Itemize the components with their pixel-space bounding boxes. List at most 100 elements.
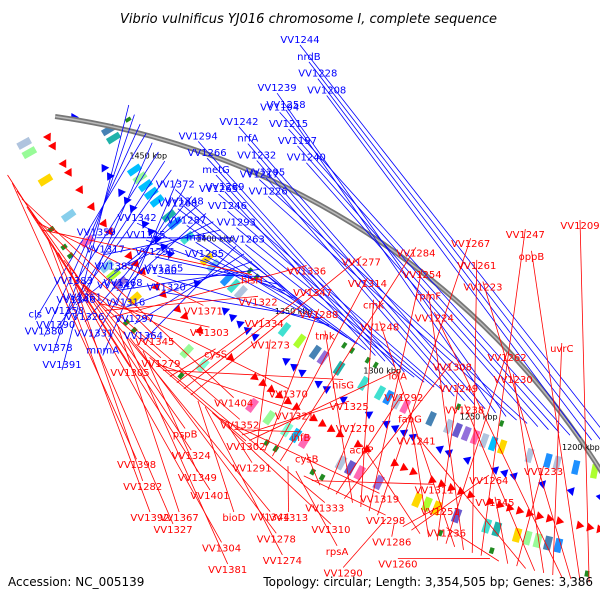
gene-label-line — [197, 400, 235, 513]
gene-label: tmk — [315, 332, 335, 343]
minus-strand-feature-block — [126, 291, 143, 306]
plus-strand-marker — [498, 419, 505, 427]
minus-strand-gene-arrow — [555, 516, 565, 525]
minus-strand-gene-arrow — [63, 167, 72, 177]
plus-strand-feature-block — [399, 398, 412, 414]
gene-label-line — [579, 219, 590, 583]
gene-label-line — [327, 422, 356, 490]
minus-strand-gene-arrow — [535, 511, 545, 520]
gene-label-line — [379, 321, 456, 547]
plus-strand-gene-arrow — [500, 469, 509, 478]
gene-label: VV1361 — [63, 293, 102, 304]
gene-label: VV1311 — [415, 485, 454, 496]
gene-label-line — [145, 239, 286, 292]
plus-strand-gene-arrow — [221, 307, 231, 316]
gene-label: mnmA — [86, 345, 119, 356]
gene-label: VV1305 — [110, 368, 149, 379]
gene-label: VV1286 — [372, 538, 411, 549]
gene-label-line — [368, 268, 423, 512]
gene-label-line — [175, 189, 312, 313]
gene-label: VV1277 — [342, 257, 381, 268]
gene-label-line — [241, 400, 350, 436]
gene-label-line — [123, 330, 229, 565]
gene-label-line — [169, 348, 216, 377]
gene-label: VV1310 — [311, 525, 350, 536]
gene-label: VV1290 — [324, 568, 363, 579]
gene-label: VV1197 — [278, 136, 317, 147]
gene-label: VV1284 — [396, 248, 435, 259]
plus-strand-gene-arrow — [566, 487, 575, 496]
gene-label: VV1238 — [445, 406, 484, 417]
minus-strand-feature-block — [511, 527, 523, 543]
gene-label: VV1352 — [220, 420, 259, 431]
gene-label-line — [245, 244, 415, 378]
gene-label: fabG — [398, 415, 422, 426]
plus-strand-gene-arrow — [251, 333, 260, 342]
gene-label: VV1258 — [266, 100, 305, 111]
gene-label: VV1341 — [97, 280, 136, 291]
plus-strand-feature-block — [126, 163, 143, 177]
gene-label: VV1385 — [95, 261, 134, 272]
gene-label: VV1316 — [106, 297, 145, 308]
gene-label: acpP — [349, 445, 373, 456]
gene-label: VV1349 — [178, 473, 217, 484]
gene-label: VV1240 — [287, 153, 326, 164]
gene-label: VV1333 — [305, 504, 344, 515]
gene-label-line — [21, 198, 234, 399]
gene-label-line — [238, 126, 486, 410]
plus-strand-gene-arrow — [322, 386, 332, 395]
gene-label: VV1365 — [144, 264, 183, 275]
gene-label-line — [11, 182, 137, 460]
gene-label-line — [7, 174, 211, 491]
gene-label-line — [186, 225, 357, 345]
gene-label: VV1251 — [421, 507, 460, 518]
gene-label-line — [183, 206, 303, 306]
plus-strand-gene-arrow — [101, 164, 110, 173]
gene-label-line — [102, 178, 179, 356]
gene-label-line — [134, 253, 245, 325]
kbp-marker-label: 1400 kbp — [196, 234, 234, 243]
gene-label: VV1248 — [360, 322, 399, 333]
gene-label-line — [149, 357, 247, 442]
minus-strand-marker — [122, 318, 131, 327]
gene-label: VV1315 — [126, 230, 165, 241]
gene-label: VV1209 — [560, 221, 599, 232]
gene-label: VV1288 — [299, 310, 338, 321]
plus-strand-feature-block — [143, 186, 159, 201]
gene-label-line — [287, 466, 289, 513]
plus-strand-marker — [372, 361, 379, 369]
gene-label-line — [190, 256, 362, 396]
gene-label-line — [86, 288, 289, 389]
minus-strand-gene-arrow — [515, 505, 525, 515]
minus-strand-feature-block — [37, 173, 54, 187]
chromosome-backbone — [54, 114, 600, 475]
gene-label-line — [377, 238, 472, 516]
gene-label: VV1233 — [524, 467, 563, 478]
gene-label: VV1239 — [258, 83, 297, 94]
gene-label-line — [415, 435, 526, 569]
plus-strand-feature-block — [161, 209, 177, 223]
gene-label-line — [212, 412, 332, 525]
plus-strand-feature-block — [199, 251, 215, 267]
gene-label-line — [480, 229, 526, 556]
minus-strand-gene-arrow — [249, 372, 259, 381]
minus-strand-gene-arrow — [596, 524, 600, 534]
plus-strand-feature-block — [460, 426, 472, 442]
gene-label-line — [335, 391, 405, 495]
gene-label-line — [110, 265, 307, 318]
gene-label-line — [402, 505, 441, 527]
gene-label-line — [166, 292, 321, 320]
gene-label-line — [116, 324, 180, 513]
gene-label-line — [105, 229, 221, 255]
gene-label: VV1380 — [25, 326, 64, 337]
gene-label: hisG — [332, 380, 354, 391]
gene-label-line — [183, 286, 313, 390]
gene-label-line — [324, 330, 353, 503]
plus-strand-gene-arrow — [364, 411, 374, 420]
minus-strand-feature-block — [195, 357, 210, 373]
gene-label-line — [411, 474, 490, 531]
gene-label-line — [57, 252, 222, 543]
gene-label-line — [531, 250, 581, 581]
gene-label-line — [16, 190, 186, 429]
